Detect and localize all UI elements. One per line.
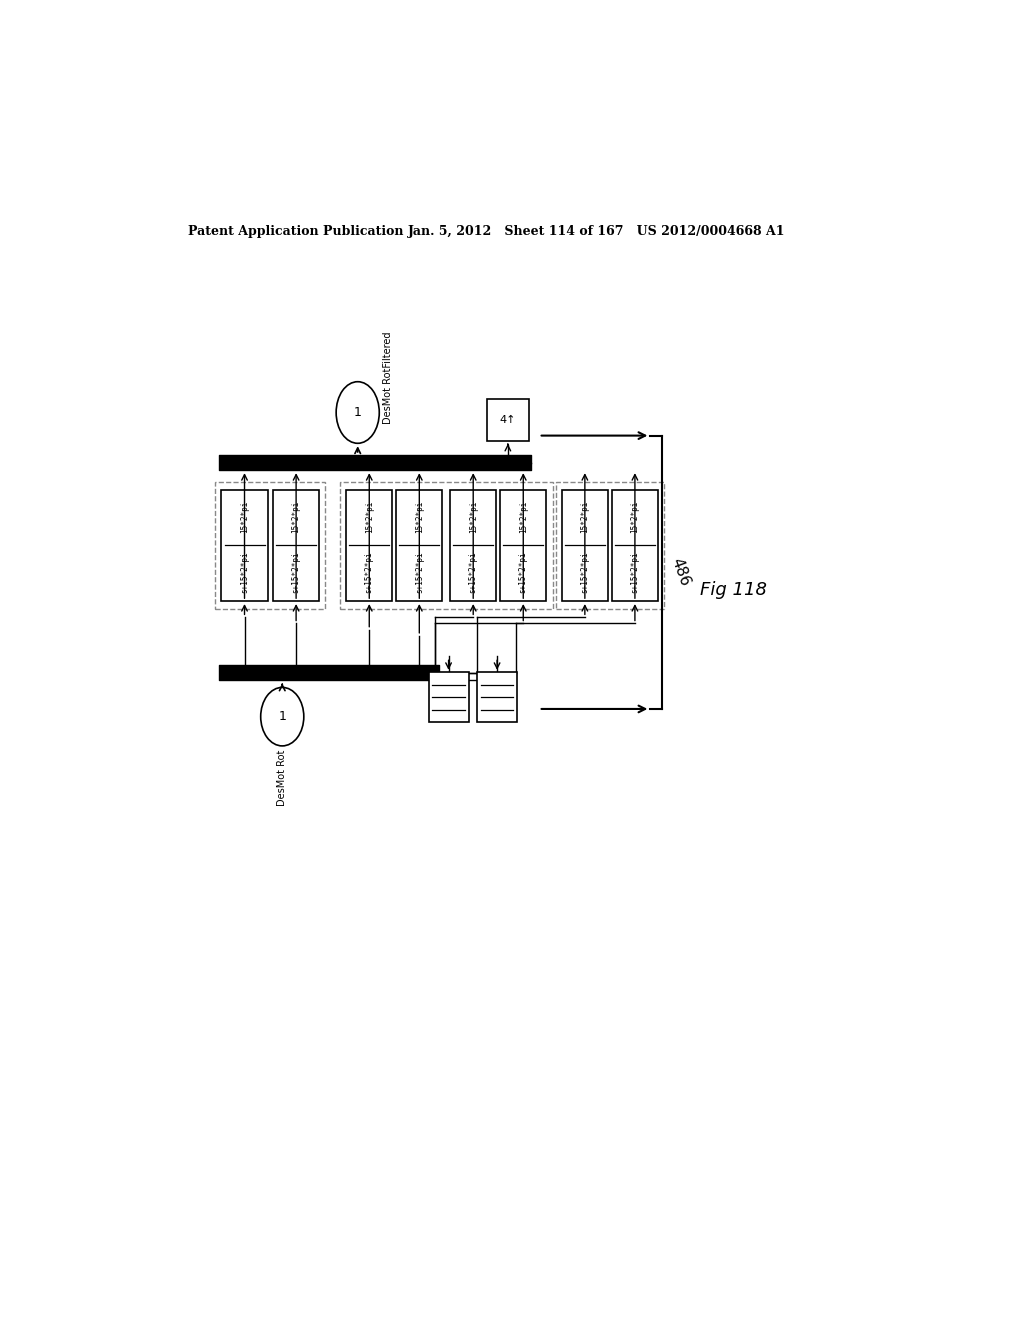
Text: DesMot Rot: DesMot Rot: [278, 750, 288, 807]
Text: 1: 1: [353, 407, 361, 418]
Bar: [346, 490, 392, 601]
Ellipse shape: [261, 688, 304, 746]
Text: s+15*2*pi: s+15*2*pi: [519, 552, 527, 594]
Text: s+15*2*pi: s+15*2*pi: [469, 552, 478, 594]
Text: s+15*2*pi: s+15*2*pi: [240, 552, 249, 594]
Bar: [396, 490, 442, 601]
Text: 486: 486: [668, 556, 692, 589]
Text: 15*2*pi: 15*2*pi: [365, 502, 374, 533]
Text: 15*2*pi: 15*2*pi: [469, 502, 478, 533]
Text: s+15*2*pi: s+15*2*pi: [581, 552, 590, 594]
Text: 1: 1: [279, 710, 286, 723]
Bar: [221, 490, 267, 601]
Bar: [487, 399, 529, 441]
Bar: [451, 490, 497, 601]
Bar: [500, 490, 547, 601]
Bar: [556, 482, 665, 609]
Text: 15*2*pi: 15*2*pi: [631, 502, 639, 533]
Text: s+15*2*pi: s+15*2*pi: [365, 552, 374, 594]
Bar: [477, 672, 517, 722]
Ellipse shape: [336, 381, 379, 444]
Text: s+15*2*pi: s+15*2*pi: [631, 552, 639, 594]
Text: 15*2*pi: 15*2*pi: [240, 502, 249, 533]
Text: 15*2*pi: 15*2*pi: [519, 502, 527, 533]
Text: Patent Application Publication: Patent Application Publication: [188, 224, 403, 238]
Text: Jan. 5, 2012   Sheet 114 of 167   US 2012/0004668 A1: Jan. 5, 2012 Sheet 114 of 167 US 2012/00…: [408, 224, 785, 238]
Text: s+15*2*pi: s+15*2*pi: [292, 552, 301, 594]
Bar: [273, 490, 319, 601]
Text: 15*2*pi: 15*2*pi: [292, 502, 301, 533]
Text: 15*2*pi: 15*2*pi: [581, 502, 590, 533]
Bar: [340, 482, 553, 609]
Bar: [429, 672, 469, 722]
Bar: [611, 490, 658, 601]
Text: Fig 118: Fig 118: [700, 581, 767, 598]
Text: 4↑: 4↑: [500, 416, 516, 425]
Text: DesMot RotFiltered: DesMot RotFiltered: [383, 331, 393, 424]
Text: s+15*2*pi: s+15*2*pi: [415, 552, 424, 594]
Bar: [562, 490, 608, 601]
Bar: [215, 482, 326, 609]
Text: 15*2*pi: 15*2*pi: [415, 502, 424, 533]
